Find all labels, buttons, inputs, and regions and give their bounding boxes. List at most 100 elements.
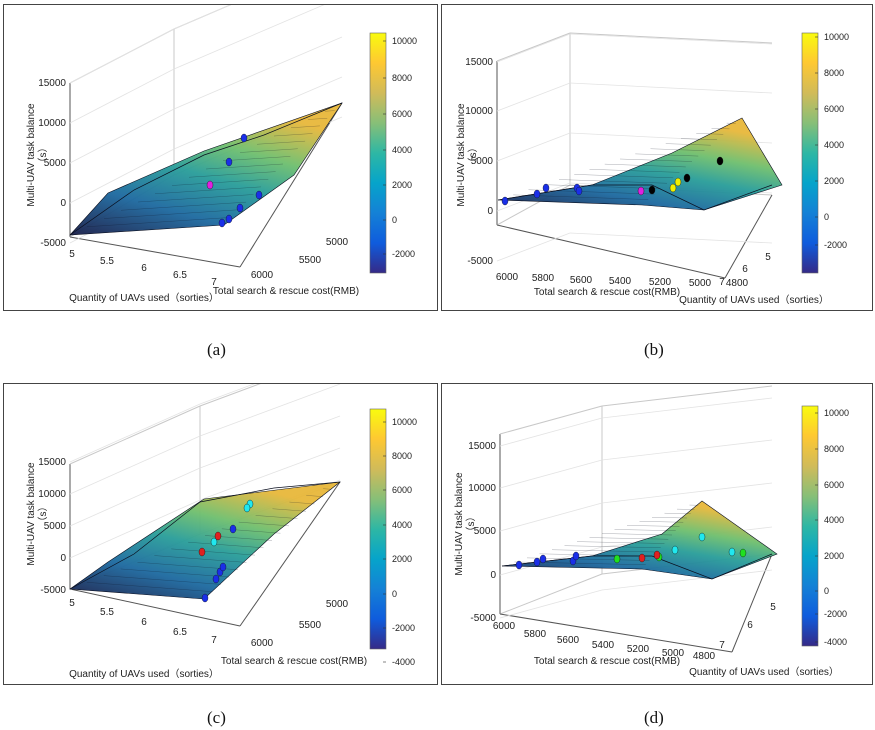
x-tick-label: 5400 (609, 276, 632, 287)
z-tick-label: 0 (487, 206, 493, 217)
solution-point (515, 560, 523, 570)
grid-line-left-wall (499, 417, 603, 447)
surface-mesh-line (589, 169, 680, 173)
surface-mesh-line (307, 118, 328, 120)
y-tick-label: 7 (719, 640, 725, 651)
solution-point (225, 214, 233, 224)
solution-point (218, 218, 226, 228)
panel-d: 15000 10000 5000 0 -5000 6000 5800 5600 5400 5200… (441, 383, 873, 685)
solution-point (198, 547, 206, 557)
solution-point (716, 156, 724, 166)
z-axis-label: Multi-UAV task balance (456, 103, 467, 207)
z-tick-label: 0 (490, 570, 496, 581)
colorbar-tick-label: 4000 (392, 145, 412, 155)
surface-mesh-line (171, 179, 269, 186)
x-axis-label: Total search & rescue cost(RMB) (534, 287, 680, 298)
grid-line-left-wall (69, 108, 175, 164)
colorbar-tick-label: -4000 (392, 657, 415, 667)
y-tick-label: 6000 (251, 270, 274, 281)
y-tick-label: 5000 (326, 599, 349, 610)
y-axis-label: Total search & rescue cost(RMB) (213, 286, 359, 297)
y-tick-label: 5500 (299, 255, 322, 266)
surface-mesh-line (551, 549, 658, 553)
x-axis-label: Total search & rescue cost(RMB) (534, 656, 680, 667)
y-tick-label: 7 (719, 277, 725, 288)
colorbar-tick-label: 2000 (824, 551, 844, 561)
z-tick-label: 0 (60, 198, 66, 209)
colorbar-tick-label: 10000 (824, 408, 849, 418)
x-axis-line (499, 613, 733, 653)
solution-point (201, 593, 209, 603)
box-top-right-edge (601, 385, 773, 407)
x-tick-label: 5600 (557, 635, 580, 646)
grid-line-right-wall (173, 5, 232, 30)
surface-mesh-line (601, 533, 673, 536)
surface-mesh-line (651, 517, 688, 519)
surface-mesh-line (205, 163, 284, 170)
surface-mesh-line (564, 545, 661, 548)
x-tick-label: 6 (141, 617, 147, 628)
solution-point (255, 190, 263, 200)
surface-ridge-line (69, 481, 341, 590)
x-tick-label: 7 (211, 277, 217, 288)
grid-line-left-wall (69, 435, 201, 495)
x-tick-label: 6.5 (173, 627, 187, 638)
box-top-right-edge (569, 32, 773, 44)
surface-mesh-line (171, 548, 256, 556)
colorbar-tick-label: 0 (392, 589, 397, 599)
z-axis-unit: （s） (465, 512, 477, 537)
colorbar-tick-label: 6000 (824, 104, 844, 114)
colorbar-tick-label: 0 (824, 586, 829, 596)
surface-mesh-line (589, 537, 669, 540)
z-tick-label: -5000 (470, 613, 496, 624)
solution-point (539, 554, 547, 564)
z-axis-label: Multi-UAV task balance (26, 103, 37, 207)
grid-line-left-wall (499, 502, 603, 532)
x-tick-label: 5800 (532, 273, 555, 284)
surface-mesh-line (188, 542, 264, 548)
grid-line-left-wall (496, 82, 571, 112)
grid-line-right-wall (601, 482, 773, 504)
y-tick-label: 5 (765, 252, 771, 263)
response-surface (501, 500, 778, 580)
colorbar-tick-label: 0 (824, 212, 829, 222)
y-tick-label: 5 (770, 602, 776, 613)
solution-point (210, 537, 218, 547)
colorbar-tick-label: 10000 (824, 32, 849, 42)
x-tick-label: 6000 (496, 272, 519, 283)
grid-line-left-wall (496, 132, 571, 162)
surface-mesh-line (188, 171, 276, 178)
panel-b: 15000 10000 5000 0 -5000 6000 5800 5600 5400 5200… (441, 4, 873, 311)
surface-mesh-line (323, 488, 332, 490)
solution-point (739, 548, 747, 558)
x-tick-label: 5800 (524, 629, 547, 640)
surface-mesh-line (103, 575, 222, 585)
surface-mesh-line (665, 143, 711, 146)
surface-mesh-line (273, 133, 313, 137)
surface-mesh-line (680, 138, 718, 140)
solution-point (683, 173, 691, 183)
colorbar-tick-label: 6000 (392, 485, 412, 495)
grid-line-left-wall (69, 467, 201, 527)
z-tick-label: -5000 (467, 256, 493, 267)
x-tick-label: 4800 (693, 651, 716, 662)
surface-mesh-line (290, 125, 320, 128)
grid-line-right-wall (173, 36, 343, 110)
box-top-edge (499, 405, 603, 435)
z-axis-unit: （s） (37, 143, 49, 168)
x-tick-label: 4800 (726, 278, 749, 289)
surface-mesh-line (222, 156, 291, 161)
grid-line-left-wall (496, 33, 571, 63)
grid-line-right-wall (199, 415, 341, 469)
x-tick-label: 5200 (649, 277, 672, 288)
surface-mesh-line (614, 529, 676, 531)
surface-mesh-line (604, 163, 686, 168)
surface-mesh-line (120, 568, 230, 578)
z-tick-label: -5000 (40, 238, 66, 249)
box-top-right-edge (199, 384, 261, 407)
surface-mesh-line (528, 189, 655, 195)
z-tick-label: 15000 (38, 457, 66, 468)
